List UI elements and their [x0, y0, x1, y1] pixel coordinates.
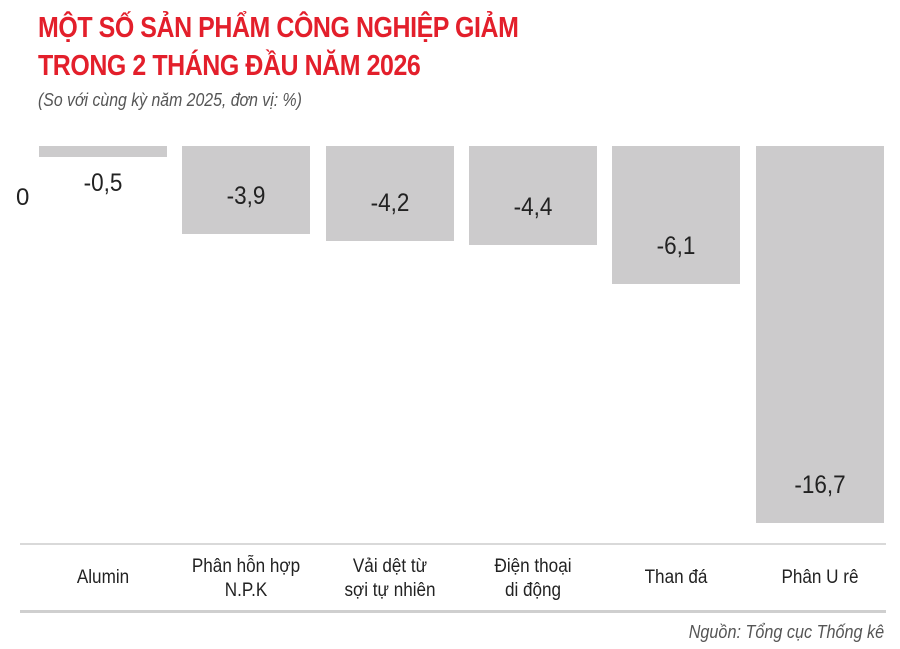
bar-value-label: -16,7	[794, 471, 846, 499]
bar-value-label: -4,2	[370, 188, 410, 217]
category-axis-line	[20, 543, 886, 545]
chart-title-line1: MỘT SỐ SẢN PHẨM CÔNG NGHIỆP GIẢM	[38, 12, 519, 44]
zero-axis-label: 0	[16, 184, 30, 211]
bar-value-label: -0,5	[83, 169, 123, 198]
bar	[612, 146, 740, 284]
bar-value-label: -3,9	[226, 182, 266, 211]
bar	[39, 146, 167, 158]
source-note: Nguồn: Tổng cục Thống kê	[688, 622, 884, 642]
chart-title-line2: TRONG 2 THÁNG ĐẦU NĂM 2026	[38, 50, 421, 82]
category-label: Phân U rê	[781, 567, 859, 588]
bar	[469, 146, 597, 246]
category-label: Phân hỗn hợp N.P.K	[191, 556, 301, 601]
category-label: Vải dệt từ sợi tự nhiên	[344, 556, 436, 601]
bar	[182, 146, 310, 235]
category-label: Alumin	[76, 567, 130, 588]
chart-subtitle: (So với cùng kỳ năm 2025, đơn vị: %)	[38, 90, 302, 110]
category-label: Than đá	[644, 567, 708, 588]
bar-value-label: -6,1	[656, 231, 696, 260]
bar-value-label: -4,4	[513, 193, 553, 222]
bar	[756, 146, 884, 523]
category-label: Điện thoại di động	[494, 556, 572, 601]
bottom-divider	[20, 610, 886, 613]
bar	[326, 146, 454, 241]
